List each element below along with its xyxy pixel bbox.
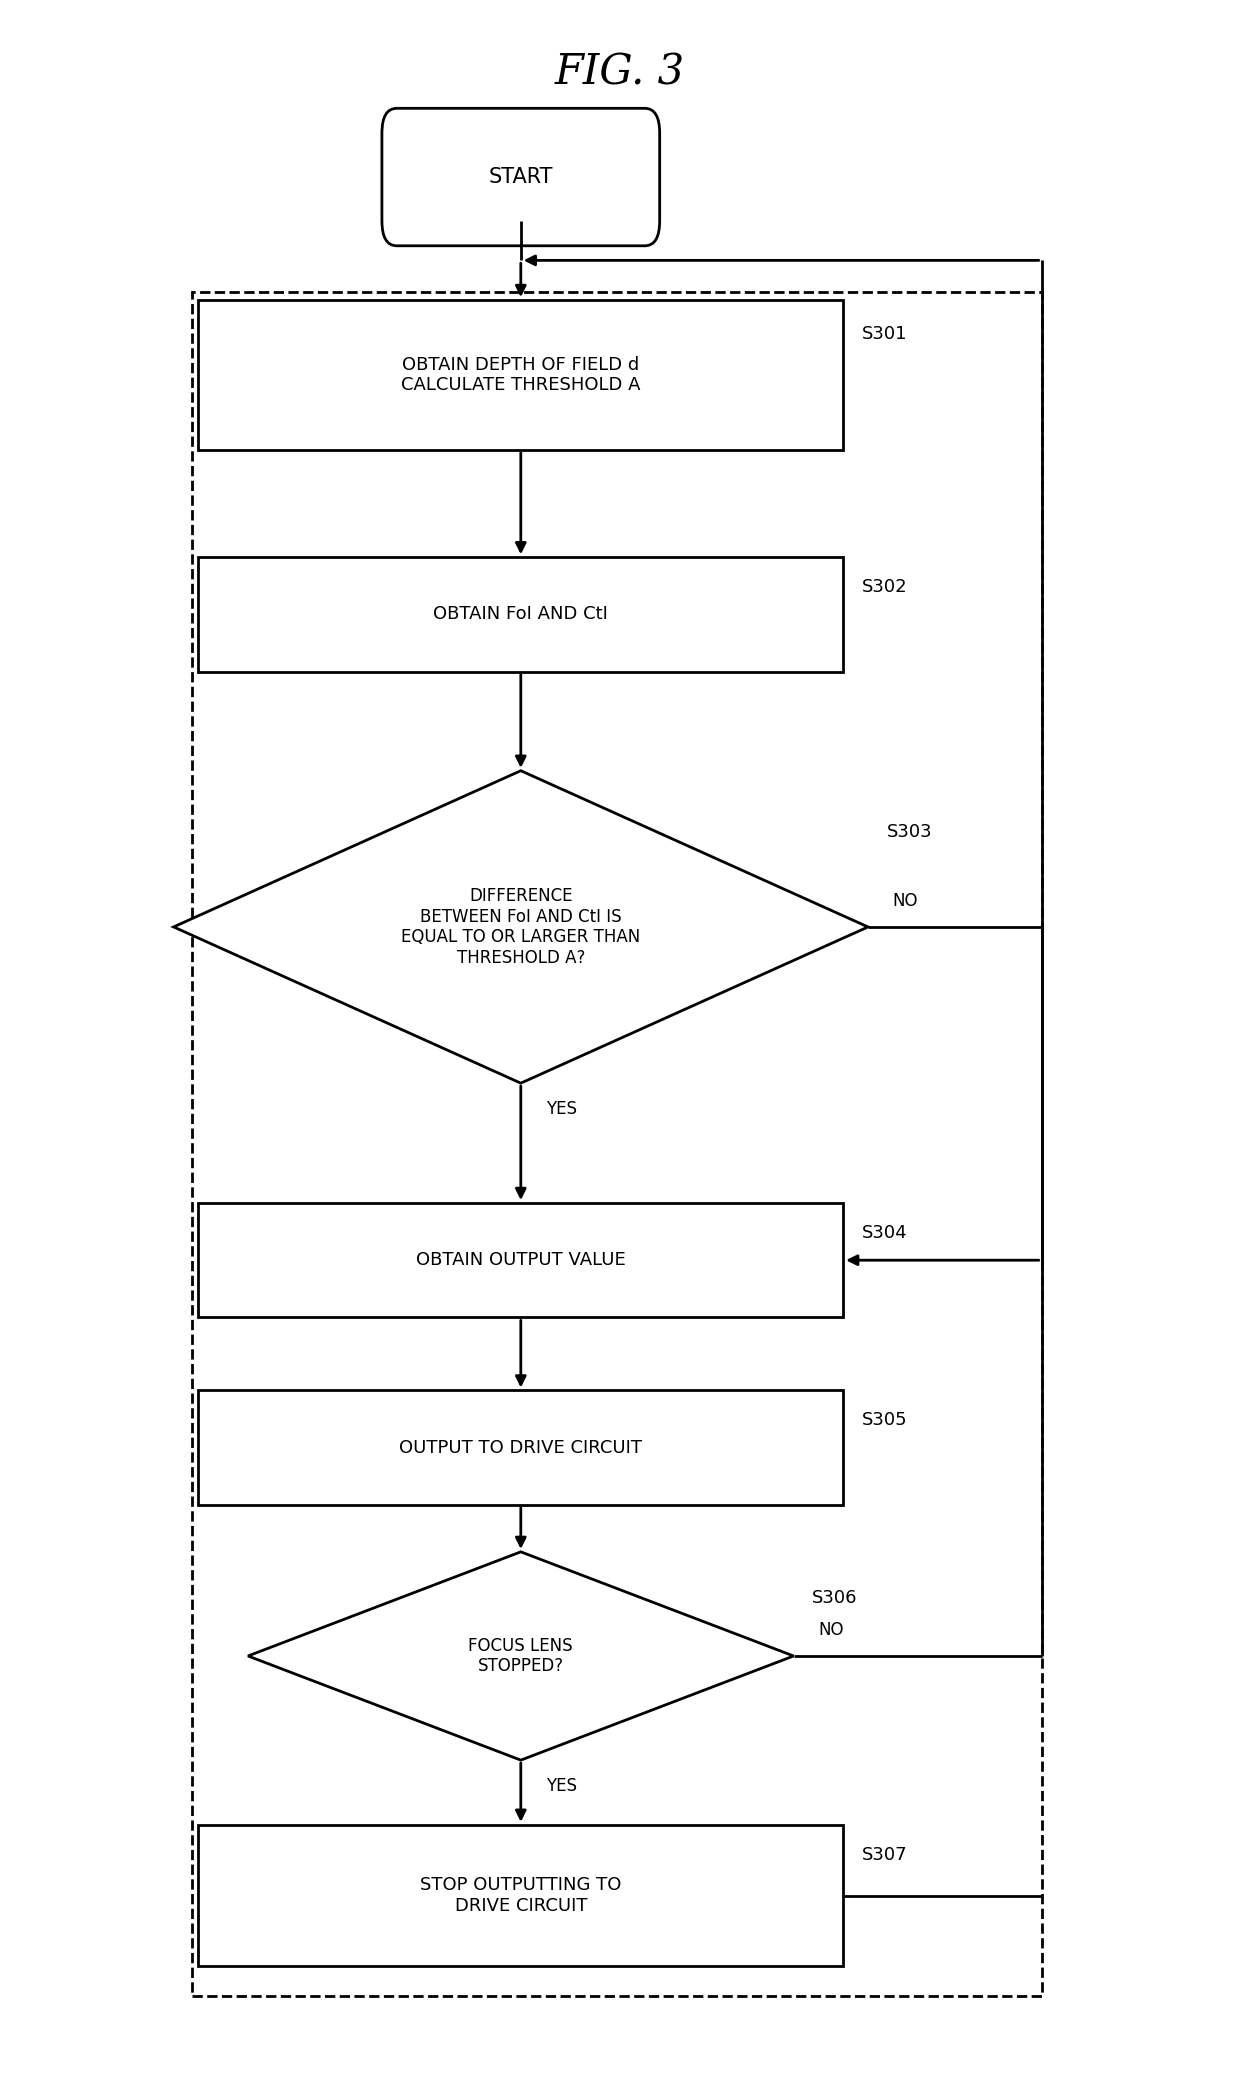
Text: START: START (489, 167, 553, 187)
Text: S301: S301 (862, 325, 908, 344)
Polygon shape (248, 1552, 794, 1760)
FancyBboxPatch shape (382, 108, 660, 246)
Polygon shape (174, 771, 868, 1083)
Text: FIG. 3: FIG. 3 (556, 52, 684, 94)
Text: S306: S306 (812, 1589, 858, 1608)
Text: STOP OUTPUTTING TO
DRIVE CIRCUIT: STOP OUTPUTTING TO DRIVE CIRCUIT (420, 1877, 621, 1914)
Text: YES: YES (546, 1100, 577, 1119)
Text: FOCUS LENS
STOPPED?: FOCUS LENS STOPPED? (469, 1637, 573, 1675)
Text: YES: YES (546, 1777, 577, 1796)
Text: DIFFERENCE
BETWEEN FoI AND CtI IS
EQUAL TO OR LARGER THAN
THRESHOLD A?: DIFFERENCE BETWEEN FoI AND CtI IS EQUAL … (402, 887, 640, 967)
Text: OBTAIN OUTPUT VALUE: OBTAIN OUTPUT VALUE (415, 1252, 626, 1269)
Bar (198, 556, 843, 671)
Bar (198, 1391, 843, 1504)
Text: S305: S305 (862, 1412, 908, 1429)
Bar (198, 300, 843, 450)
Text: OBTAIN DEPTH OF FIELD d
CALCULATE THRESHOLD A: OBTAIN DEPTH OF FIELD d CALCULATE THRESH… (401, 356, 641, 394)
Bar (192, 292, 1042, 1996)
Text: OBTAIN FoI AND CtI: OBTAIN FoI AND CtI (433, 606, 609, 623)
Bar (198, 1825, 843, 1966)
Text: OUTPUT TO DRIVE CIRCUIT: OUTPUT TO DRIVE CIRCUIT (399, 1439, 642, 1456)
Text: S307: S307 (862, 1846, 908, 1864)
Text: S304: S304 (862, 1223, 908, 1241)
Text: S303: S303 (887, 823, 932, 842)
Text: NO: NO (818, 1621, 844, 1639)
Bar (198, 1204, 843, 1319)
Text: NO: NO (893, 892, 919, 910)
Text: S302: S302 (862, 579, 908, 596)
